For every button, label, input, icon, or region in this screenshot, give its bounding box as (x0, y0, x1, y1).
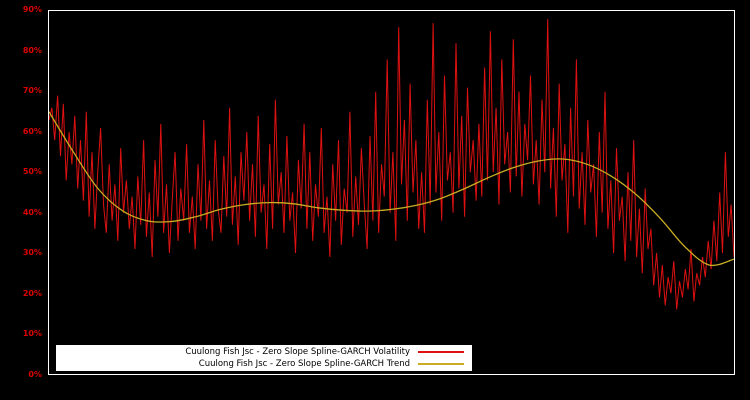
volatility-line (49, 19, 734, 309)
legend-row-trend: Cuulong Fish Jsc - Zero Slope Spline-GAR… (64, 359, 464, 370)
trend-line (49, 112, 734, 266)
legend-label-volatility: Cuulong Fish Jsc - Zero Slope Spline-GAR… (185, 346, 410, 357)
volatility-line-sample (418, 351, 464, 353)
legend-row-volatility: Cuulong Fish Jsc - Zero Slope Spline-GAR… (64, 347, 464, 358)
legend-label-trend: Cuulong Fish Jsc - Zero Slope Spline-GAR… (198, 358, 410, 369)
plot-area (48, 10, 735, 375)
y-tick-label: 50% (22, 167, 42, 177)
y-tick-label: 40% (22, 207, 42, 217)
y-tick-label: 70% (22, 86, 42, 96)
trend-line-sample (418, 363, 464, 365)
y-tick-label: 60% (22, 126, 42, 136)
y-axis: 0% 10% 20% 30% 40% 50% 60% 70% 80% 90% (0, 0, 44, 400)
y-tick-label: 80% (22, 45, 42, 55)
y-tick-label: 20% (22, 288, 42, 298)
legend: Cuulong Fish Jsc - Zero Slope Spline-GAR… (56, 345, 472, 371)
chart-canvas (49, 11, 734, 374)
y-tick-label: 0% (28, 370, 42, 379)
y-tick-label: 30% (22, 248, 42, 258)
y-tick-label: 90% (22, 5, 42, 14)
y-tick-label: 10% (22, 329, 42, 339)
